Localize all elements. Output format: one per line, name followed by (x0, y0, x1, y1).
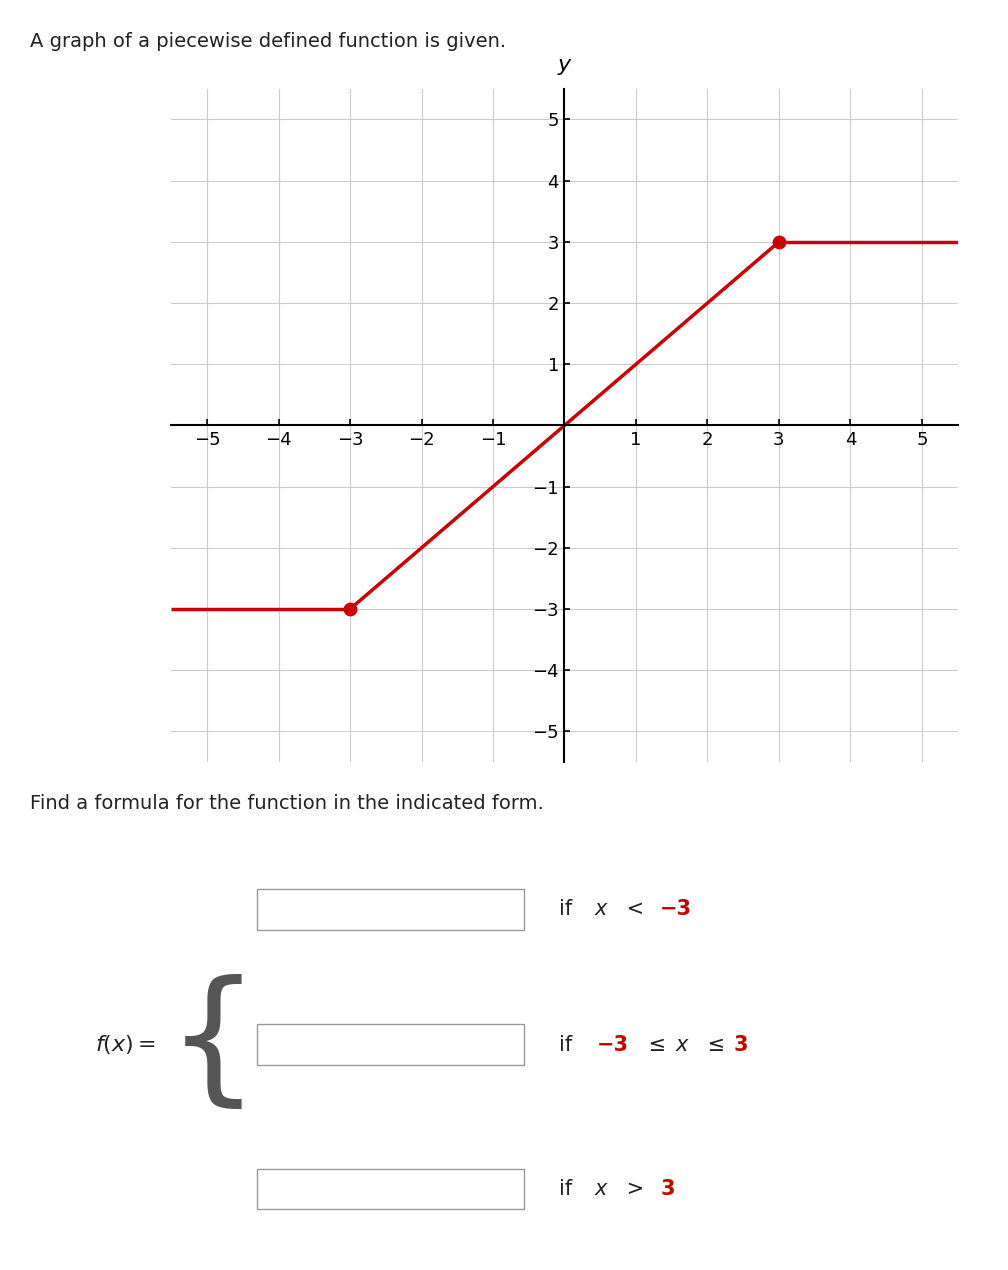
Text: −3: −3 (597, 1035, 629, 1054)
Text: if: if (559, 1035, 580, 1054)
Text: $f(x) =$: $f(x) =$ (96, 1033, 156, 1057)
Text: if: if (559, 1179, 580, 1199)
Text: 3: 3 (660, 1179, 674, 1199)
FancyBboxPatch shape (257, 889, 524, 930)
Text: y: y (557, 56, 572, 75)
Text: x: x (595, 1179, 607, 1199)
Text: x: x (595, 899, 607, 919)
Text: −3: −3 (660, 899, 692, 919)
Text: 3: 3 (734, 1035, 748, 1054)
Text: if: if (559, 899, 580, 919)
FancyBboxPatch shape (257, 1168, 524, 1209)
Text: A graph of a piecewise defined function is given.: A graph of a piecewise defined function … (30, 32, 506, 51)
FancyBboxPatch shape (257, 1025, 524, 1064)
Text: ≤: ≤ (701, 1035, 732, 1054)
Point (771, 231, 787, 251)
Text: x: x (675, 1035, 687, 1054)
Text: Find a formula for the function in the indicated form.: Find a formula for the function in the i… (30, 794, 544, 813)
Point (342, 599, 358, 620)
Text: {: { (166, 974, 259, 1115)
Text: >: > (620, 1179, 651, 1199)
Text: ≤: ≤ (642, 1035, 673, 1054)
Text: <: < (620, 899, 651, 919)
